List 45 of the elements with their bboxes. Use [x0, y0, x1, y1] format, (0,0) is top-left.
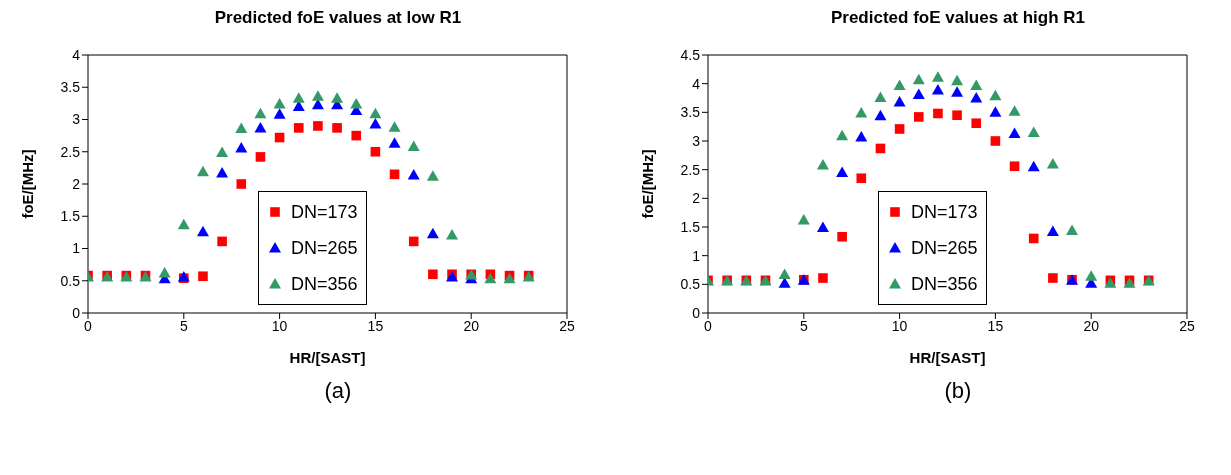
y-axis-title: foE/[MHz] — [639, 149, 657, 219]
y-tick-label: 3.5 — [680, 104, 701, 121]
text: (b) — [943, 378, 973, 404]
text: (a) — [323, 378, 353, 404]
x-tick-label: 0 — [704, 317, 713, 334]
y-tick-label: 2 — [72, 175, 81, 192]
x-tick-label: 10 — [271, 317, 288, 334]
y-tick-label: 3 — [692, 132, 701, 149]
y-tick-label: 2 — [692, 190, 701, 207]
y-tick-label: 0 — [692, 304, 701, 321]
chart-title: Predicted foE values at high R1 — [829, 8, 1087, 29]
chart-title: Predicted foE values at low R1 — [213, 8, 463, 29]
x-axis-title: HR/[SAST] — [909, 349, 986, 366]
y-tick-label: 4 — [72, 46, 81, 63]
x-tick-label: 20 — [1083, 317, 1100, 334]
legend-label: DN=173 — [911, 201, 978, 223]
legend-label: DN=265 — [291, 237, 358, 259]
x-tick-label: 5 — [179, 317, 188, 334]
x-tick-label: 15 — [367, 317, 384, 334]
x-tick-label: 10 — [891, 317, 908, 334]
y-tick-label: 3.5 — [60, 79, 81, 96]
legend-label: DN=356 — [911, 273, 978, 295]
y-tick-label: 0 — [72, 304, 81, 321]
x-axis-title: HR/[SAST] — [289, 349, 366, 366]
y-tick-label: 4 — [692, 75, 701, 92]
y-tick-label: 1 — [72, 240, 81, 257]
legend-label: DN=173 — [291, 201, 358, 223]
x-tick-label: 20 — [463, 317, 480, 334]
x-tick-label: 0 — [84, 317, 93, 334]
legend-label: DN=265 — [911, 237, 978, 259]
y-tick-label: 2.5 — [60, 143, 81, 160]
y-tick-label: 2.5 — [680, 161, 701, 178]
legend-label: DN=356 — [291, 273, 358, 295]
y-tick-label: 0.5 — [680, 276, 701, 293]
y-tick-label: 4.5 — [680, 46, 701, 63]
y-tick-label: 0.5 — [60, 272, 81, 289]
y-tick-label: 1.5 — [60, 208, 81, 225]
y-tick-label: 1.5 — [680, 218, 701, 235]
y-tick-label: 3 — [72, 111, 81, 128]
x-tick-label: 15 — [987, 317, 1004, 334]
y-tick-label: 1 — [692, 247, 701, 264]
x-tick-label: 25 — [1179, 317, 1195, 334]
x-tick-label: 5 — [799, 317, 808, 334]
y-axis-title: foE/[MHz] — [19, 149, 37, 219]
x-tick-label: 25 — [559, 317, 575, 334]
